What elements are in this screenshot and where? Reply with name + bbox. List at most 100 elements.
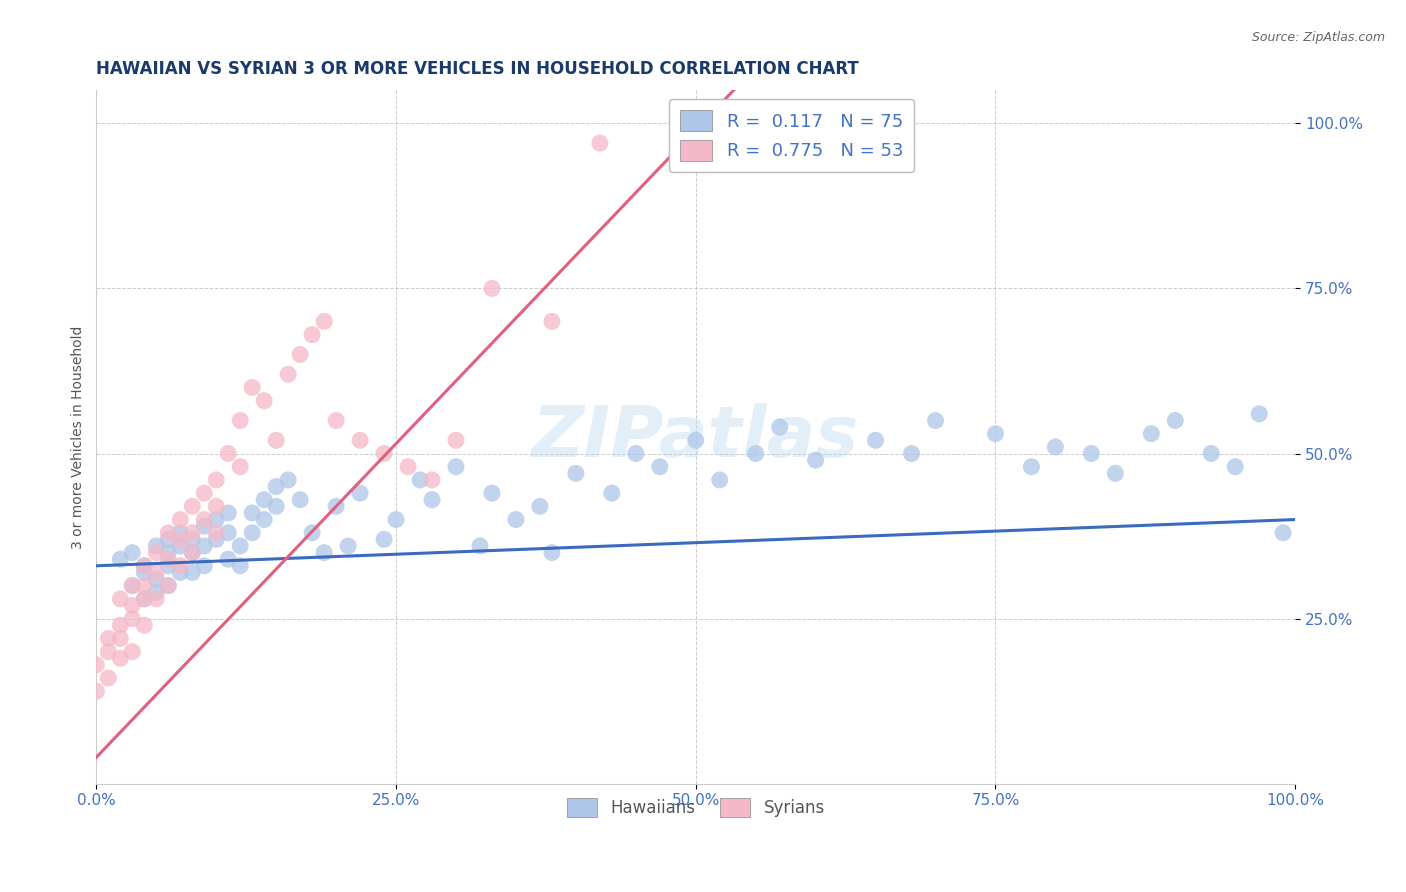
Point xyxy=(110,618,132,632)
Point xyxy=(337,539,360,553)
Text: HAWAIIAN VS SYRIAN 3 OR MORE VEHICLES IN HOUSEHOLD CORRELATION CHART: HAWAIIAN VS SYRIAN 3 OR MORE VEHICLES IN… xyxy=(97,60,859,78)
Point xyxy=(121,645,143,659)
Point xyxy=(205,500,228,514)
Point xyxy=(157,552,180,566)
Point xyxy=(169,566,191,580)
Point xyxy=(121,545,143,559)
Point xyxy=(288,347,311,361)
Point xyxy=(744,446,766,460)
Point xyxy=(709,473,731,487)
Point xyxy=(385,512,408,526)
Point xyxy=(240,506,263,520)
Point xyxy=(565,467,588,481)
Point xyxy=(121,579,143,593)
Point xyxy=(409,473,432,487)
Point xyxy=(396,459,419,474)
Point xyxy=(121,599,143,613)
Point xyxy=(110,552,132,566)
Point xyxy=(157,525,180,540)
Text: Source: ZipAtlas.com: Source: ZipAtlas.com xyxy=(1251,31,1385,45)
Point xyxy=(145,566,167,580)
Point xyxy=(145,545,167,559)
Point xyxy=(1080,446,1102,460)
Point xyxy=(145,539,167,553)
Point xyxy=(205,473,228,487)
Point xyxy=(1249,407,1271,421)
Point xyxy=(169,558,191,573)
Point xyxy=(169,525,191,540)
Point xyxy=(181,545,204,559)
Point xyxy=(134,558,156,573)
Point xyxy=(110,651,132,665)
Point xyxy=(134,579,156,593)
Point xyxy=(589,136,612,150)
Point xyxy=(217,525,239,540)
Point xyxy=(1225,459,1247,474)
Point xyxy=(193,539,215,553)
Point xyxy=(229,539,252,553)
Point xyxy=(217,506,239,520)
Point xyxy=(217,446,239,460)
Point xyxy=(1140,426,1163,441)
Point xyxy=(169,533,191,547)
Point xyxy=(205,525,228,540)
Point xyxy=(86,684,108,698)
Point xyxy=(1164,413,1187,427)
Point xyxy=(157,533,180,547)
Point xyxy=(181,533,204,547)
Point xyxy=(924,413,946,427)
Point xyxy=(240,525,263,540)
Point xyxy=(97,645,120,659)
Point xyxy=(217,552,239,566)
Point xyxy=(157,579,180,593)
Point xyxy=(420,492,443,507)
Point xyxy=(157,545,180,559)
Point xyxy=(444,434,467,448)
Point xyxy=(624,446,647,460)
Point xyxy=(325,500,347,514)
Point xyxy=(373,446,395,460)
Point xyxy=(193,558,215,573)
Point xyxy=(145,572,167,586)
Point xyxy=(685,434,707,448)
Point xyxy=(97,632,120,646)
Point xyxy=(134,591,156,606)
Point xyxy=(145,585,167,599)
Point xyxy=(205,533,228,547)
Point xyxy=(193,486,215,500)
Point xyxy=(444,459,467,474)
Point xyxy=(1021,459,1043,474)
Point xyxy=(86,657,108,672)
Point xyxy=(349,434,371,448)
Point xyxy=(1199,446,1222,460)
Point xyxy=(134,618,156,632)
Point xyxy=(301,525,323,540)
Point xyxy=(240,380,263,394)
Point xyxy=(529,500,551,514)
Point xyxy=(325,413,347,427)
Point xyxy=(769,420,792,434)
Point xyxy=(648,459,671,474)
Point xyxy=(804,453,827,467)
Point xyxy=(1045,440,1067,454)
Point xyxy=(349,486,371,500)
Point xyxy=(264,500,287,514)
Point xyxy=(984,426,1007,441)
Point xyxy=(157,558,180,573)
Point xyxy=(145,591,167,606)
Point xyxy=(97,671,120,685)
Point xyxy=(314,545,336,559)
Point xyxy=(157,579,180,593)
Point xyxy=(134,591,156,606)
Point xyxy=(264,434,287,448)
Point xyxy=(253,492,276,507)
Point xyxy=(110,591,132,606)
Point xyxy=(1104,467,1126,481)
Point xyxy=(121,612,143,626)
Point xyxy=(301,327,323,342)
Point xyxy=(541,545,564,559)
Point xyxy=(134,566,156,580)
Point xyxy=(481,486,503,500)
Point xyxy=(169,512,191,526)
Point xyxy=(169,539,191,553)
